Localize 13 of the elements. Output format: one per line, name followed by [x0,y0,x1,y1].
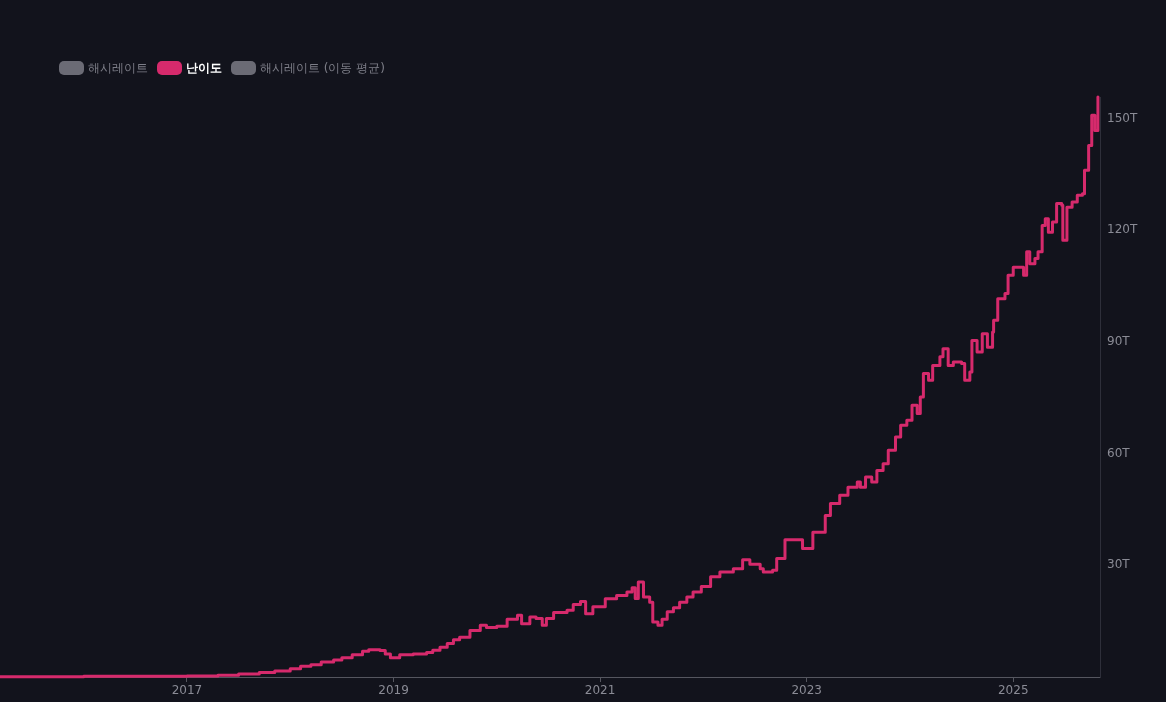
y-tick-label: 30T [1107,557,1131,572]
y-tick-label: 150T [1107,110,1138,125]
y-tick-label: 90T [1107,334,1131,349]
x-tick-label: 2019 [378,683,409,698]
legend-label: 해시레이트 [88,61,148,75]
x-tick-label: 2025 [997,683,1029,698]
x-tick-label: 2023 [791,683,822,698]
x-tick-label: 2021 [584,683,616,698]
y-tick-label: 120T [1107,222,1138,237]
legend-label: 난이도 [186,61,222,75]
y-tick-label: 60T [1107,445,1131,460]
legend-label: 해시레이트 (이동 평균) [260,61,385,75]
x-tick-label: 2017 [171,683,203,698]
